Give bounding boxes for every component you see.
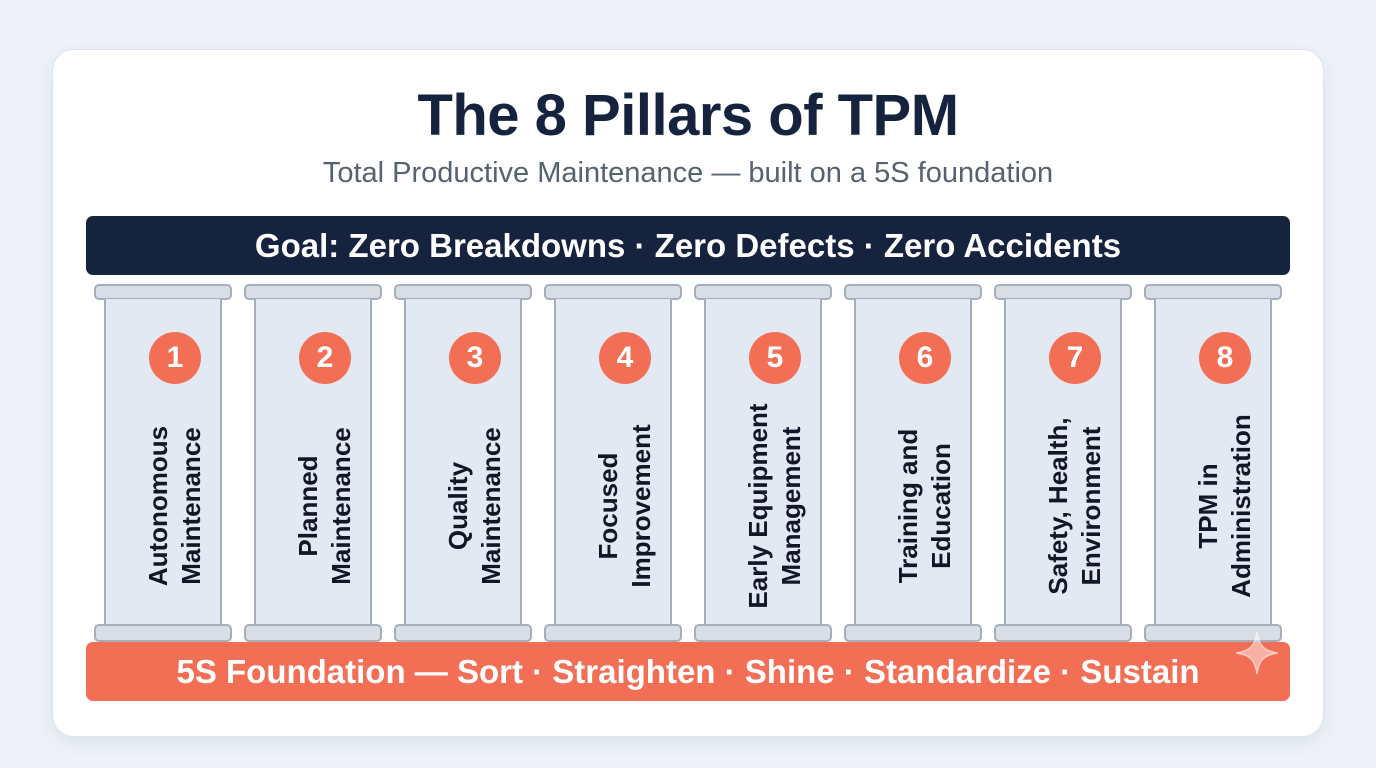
- pillar-number-badge: 4: [599, 332, 651, 384]
- pillar-label-area: Early Equipment Management: [715, 393, 835, 619]
- sparkle-icon: [1235, 631, 1279, 675]
- pillar-4: 4 Focused Improvement: [544, 284, 682, 642]
- pillar-number-badge: 6: [899, 332, 951, 384]
- pillar-shaft: 6 Training and Education: [854, 299, 972, 626]
- pillar-label: Autonomous Maintenance: [143, 425, 206, 587]
- pillar-shaft: 5 Early Equipment Management: [704, 299, 822, 626]
- pillar-label: Focused Improvement: [593, 424, 656, 588]
- pillar-base: [844, 624, 982, 642]
- pillar-label: Early Equipment Management: [743, 403, 806, 609]
- pillar-label-area: Planned Maintenance: [265, 393, 385, 619]
- pillar-capital: [994, 284, 1132, 300]
- pillar-6: 6 Training and Education: [844, 284, 982, 642]
- pillar-base: [544, 624, 682, 642]
- pillar-label-area: Autonomous Maintenance: [115, 393, 235, 619]
- pillar-label-area: Focused Improvement: [565, 393, 685, 619]
- pillar-shaft: 8 TPM in Administration: [1154, 299, 1272, 626]
- goal-banner: Goal: Zero Breakdowns · Zero Defects · Z…: [86, 216, 1290, 275]
- pillar-3: 3 Quality Maintenance: [394, 284, 532, 642]
- pillar-number-badge: 8: [1199, 332, 1251, 384]
- pillar-base: [94, 624, 232, 642]
- pillar-5: 5 Early Equipment Management: [694, 284, 832, 642]
- pillar-base: [694, 624, 832, 642]
- pillar-8: 8 TPM in Administration: [1144, 284, 1282, 642]
- pillar-2: 2 Planned Maintenance: [244, 284, 382, 642]
- pillar-capital: [844, 284, 982, 300]
- pillar-number-badge: 7: [1049, 332, 1101, 384]
- pillar-capital: [1144, 284, 1282, 300]
- pillar-label-area: Quality Maintenance: [415, 393, 535, 619]
- pillar-base: [1144, 624, 1282, 642]
- pillar-capital: [394, 284, 532, 300]
- pillar-7: 7 Safety, Health, Environment: [994, 284, 1132, 642]
- pillar-1: 1 Autonomous Maintenance: [94, 284, 232, 642]
- pillar-capital: [244, 284, 382, 300]
- pillar-base: [394, 624, 532, 642]
- pillar-number-badge: 1: [149, 332, 201, 384]
- pillar-label: Safety, Health, Environment: [1043, 417, 1106, 595]
- pillar-number-badge: 3: [449, 332, 501, 384]
- pillar-shaft: 1 Autonomous Maintenance: [104, 299, 222, 626]
- page-subtitle: Total Productive Maintenance — built on …: [322, 157, 1054, 189]
- pillar-label: TPM in Administration: [1193, 414, 1256, 598]
- pillar-number-badge: 2: [299, 332, 351, 384]
- pillar-label: Quality Maintenance: [443, 427, 506, 585]
- pillar-shaft: 4 Focused Improvement: [554, 299, 672, 626]
- pillar-shaft: 3 Quality Maintenance: [404, 299, 522, 626]
- foundation-banner: 5S Foundation — Sort · Straighten · Shin…: [86, 642, 1290, 701]
- pillar-capital: [544, 284, 682, 300]
- pillar-label-area: Safety, Health, Environment: [1015, 393, 1135, 619]
- pillar-label-area: Training and Education: [865, 393, 985, 619]
- pillar-base: [994, 624, 1132, 642]
- pillar-shaft: 2 Planned Maintenance: [254, 299, 372, 626]
- pillar-label-area: TPM in Administration: [1165, 393, 1285, 619]
- pillar-base: [244, 624, 382, 642]
- pillar-capital: [94, 284, 232, 300]
- pillar-label: Training and Education: [893, 428, 956, 584]
- pillar-label: Planned Maintenance: [293, 427, 356, 585]
- page-title: The 8 Pillars of TPM: [417, 83, 959, 148]
- pillar-number-badge: 5: [749, 332, 801, 384]
- pillar-capital: [694, 284, 832, 300]
- pillar-shaft: 7 Safety, Health, Environment: [1004, 299, 1122, 626]
